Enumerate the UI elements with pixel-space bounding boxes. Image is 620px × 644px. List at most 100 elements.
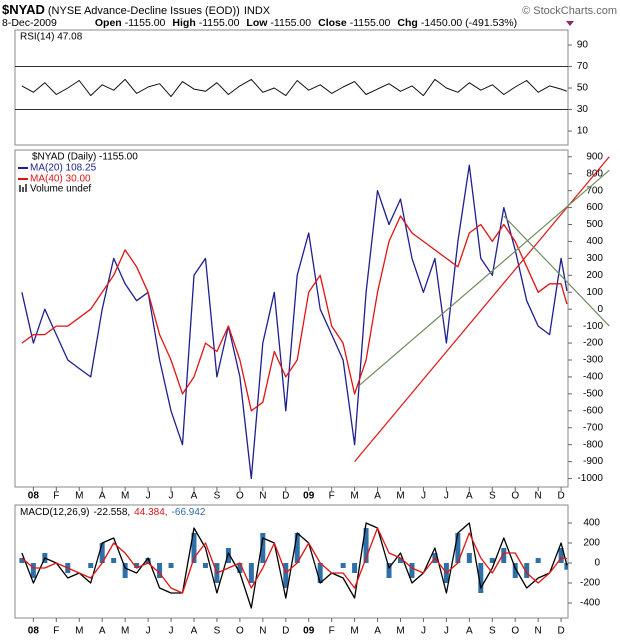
y-tick-label: -1000	[577, 473, 603, 484]
x-tick-label: A	[191, 626, 198, 637]
x-tick-label: F	[329, 491, 335, 502]
stat-label: High	[172, 17, 195, 29]
histogram-bar	[157, 563, 163, 578]
y-tick-label: -500	[583, 388, 603, 399]
stat-value: -1155.00	[199, 17, 240, 29]
y-tick-label: -400	[583, 372, 603, 383]
price-panel	[14, 149, 569, 488]
histogram-bar	[512, 563, 518, 578]
plot-area	[19, 522, 568, 609]
y-tick-label: 600	[586, 202, 603, 213]
stat-value: -1155.00	[125, 17, 166, 29]
x-tick-label: O	[236, 626, 244, 637]
x-tick-label: A	[466, 626, 473, 637]
x-tick-label: M	[121, 491, 129, 502]
panel-title: RSI(14) 47.08	[20, 32, 83, 43]
stat-label: Open	[95, 17, 122, 29]
x-tick-label: J	[169, 626, 174, 637]
legend-entry: 44.384,	[134, 507, 167, 518]
x-tick-label: N	[535, 626, 542, 637]
histogram-bar	[558, 548, 564, 563]
volume-icon	[19, 185, 21, 192]
y-tick-label: 30	[577, 104, 589, 115]
histogram-bar	[248, 563, 254, 583]
series-line	[21, 522, 568, 609]
y-tick-label: 400	[586, 236, 603, 247]
x-tick-label: 08	[28, 491, 40, 502]
x-tick-label: D	[557, 626, 564, 637]
x-tick-label: N	[535, 491, 542, 502]
y-tick-label: 400	[583, 518, 600, 529]
histogram-bar	[225, 548, 231, 563]
histogram-bar	[30, 563, 36, 578]
date: 8-Dec-2009	[2, 17, 57, 29]
x-tick-label: 09	[303, 491, 315, 502]
x-tick-label: M	[350, 491, 358, 502]
x-tick-label: J	[146, 626, 151, 637]
change-arrow	[566, 21, 574, 26]
y-tick-label: 50	[577, 83, 589, 94]
stat-label: Low	[246, 17, 268, 29]
y-tick-label: 500	[586, 219, 603, 230]
histogram-bar	[409, 563, 415, 578]
symbol-name: (NYSE Advance-Decline Issues (EOD))	[48, 5, 240, 17]
x-tick-label: M	[75, 491, 83, 502]
y-tick-label: -300	[583, 355, 603, 366]
histogram-bar	[535, 558, 541, 563]
histogram-bar	[386, 563, 392, 578]
series-line	[21, 164, 568, 480]
x-tick-label: J	[421, 491, 426, 502]
histogram-bar	[122, 563, 128, 578]
x-tick-label: 09	[303, 626, 315, 637]
x-tick-label: N	[259, 626, 266, 637]
histogram-bar	[317, 563, 323, 583]
histogram-bar	[111, 558, 117, 563]
y-tick-label: -200	[580, 578, 600, 589]
y-tick-label: -700	[583, 422, 603, 433]
y-tick-label: 0	[594, 558, 600, 569]
y-tick-label: -200	[583, 338, 603, 349]
series-line	[21, 527, 567, 594]
histogram-bar	[455, 533, 461, 563]
stat-value: -1450.00 (-491.53%)	[421, 17, 517, 29]
histogram-bar	[478, 563, 484, 593]
histogram-bar	[501, 548, 507, 563]
histogram-bar	[168, 563, 174, 568]
x-tick-label: J	[169, 491, 174, 502]
histogram-bar	[202, 563, 208, 568]
x-tick-label: M	[75, 626, 83, 637]
series-line	[21, 78, 568, 98]
histogram-bar	[363, 528, 369, 563]
y-tick-label: -900	[583, 456, 603, 467]
legend-entry: -66.942	[172, 507, 206, 518]
y-tick-label: 10	[577, 126, 589, 137]
y-tick-label: -600	[583, 405, 603, 416]
y-tick-label: 900	[586, 151, 603, 162]
y-tick-label: -800	[583, 439, 603, 450]
stat-value: -1155.00	[270, 17, 311, 29]
x-tick-label: D	[282, 626, 289, 637]
y-tick-label: 100	[586, 287, 603, 298]
x-tick-label: F	[53, 491, 59, 502]
macd-name: MACD(12,26,9)	[20, 507, 89, 518]
x-tick-label: J	[444, 491, 449, 502]
x-tick-label: J	[146, 491, 151, 502]
x-tick-label: O	[511, 626, 519, 637]
stat-label: Chg	[397, 17, 417, 29]
legend-entry: Volume undef	[30, 184, 91, 195]
histogram-bar	[88, 563, 94, 568]
x-tick-label: A	[466, 491, 473, 502]
y-tick-label: 200	[583, 538, 600, 549]
x-tick-label: S	[489, 491, 496, 502]
volume-icon	[25, 184, 27, 192]
y-tick-label: -100	[583, 321, 603, 332]
source: © StockCharts.com	[522, 5, 617, 17]
series-line	[358, 169, 610, 386]
histogram-bar	[19, 558, 25, 563]
series-line	[503, 215, 610, 327]
histogram-bar	[524, 563, 530, 578]
x-tick-label: A	[99, 491, 106, 502]
histogram-bar	[294, 533, 300, 563]
y-tick-label: 90	[577, 40, 589, 51]
histogram-bar	[340, 563, 346, 568]
